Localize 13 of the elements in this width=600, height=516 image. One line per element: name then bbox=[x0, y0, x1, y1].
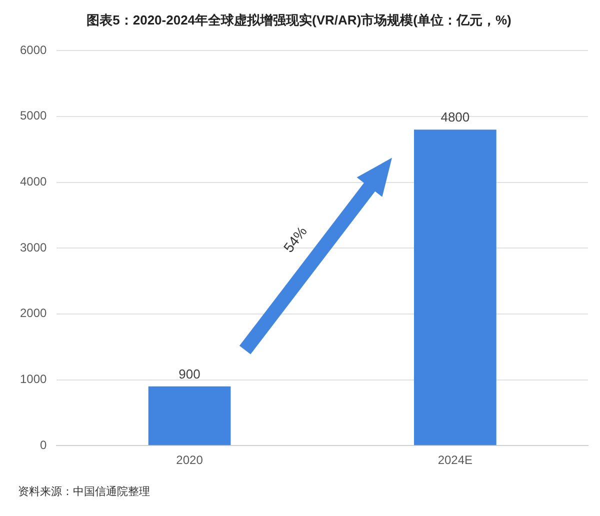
y-tick-label: 2000 bbox=[20, 306, 48, 320]
y-tick-label: 1000 bbox=[20, 372, 48, 386]
text: 资料来源：中国信通院整理 bbox=[18, 485, 150, 498]
y-tick-label: 5000 bbox=[20, 108, 48, 123]
data-label: 4800 bbox=[440, 110, 470, 125]
y-tick-label: 0 bbox=[40, 438, 48, 452]
y-tick-label: 4000 bbox=[20, 174, 48, 189]
data-label: 900 bbox=[178, 366, 200, 382]
chart-title: 图表5：2020-2024年全球虚拟增强现实(VR/AR)市场规模(单位：亿元，%) bbox=[86, 12, 512, 28]
x-tick-label: 2024E bbox=[438, 453, 473, 468]
y-tick-label: 6000 bbox=[20, 42, 48, 57]
y-tick-label: 3000 bbox=[20, 240, 48, 254]
x-tick-label: 2020 bbox=[176, 453, 204, 468]
